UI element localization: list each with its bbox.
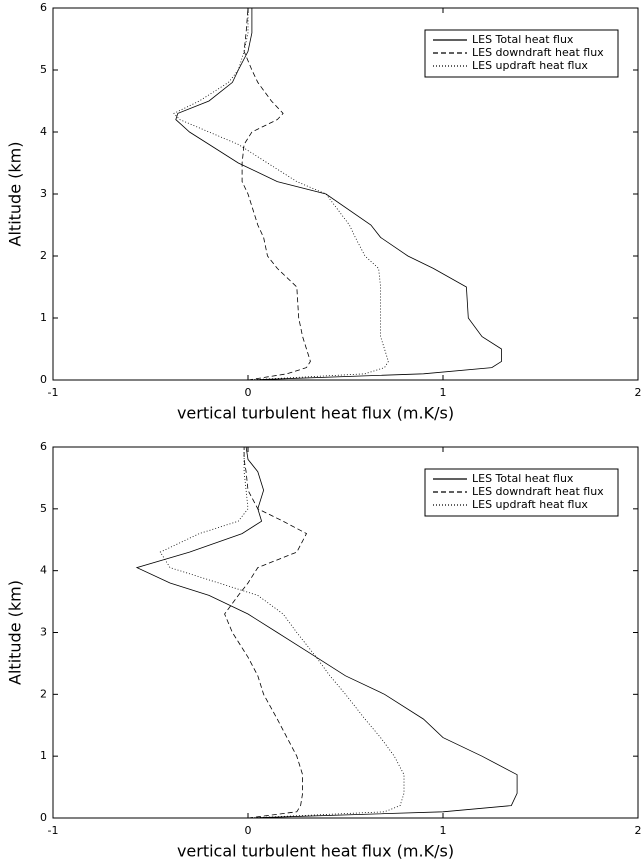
y-tick-label: 5 xyxy=(40,502,47,515)
y-tick-label: 1 xyxy=(40,311,47,324)
x-tick-label: 1 xyxy=(440,824,447,837)
x-tick-label: 0 xyxy=(245,824,252,837)
series-line xyxy=(135,446,518,819)
y-tick-label: 6 xyxy=(40,440,47,453)
y-tick-label: 5 xyxy=(40,63,47,76)
series-line xyxy=(241,7,311,381)
y-tick-label: 4 xyxy=(40,564,47,577)
y-tick-label: 6 xyxy=(40,1,47,14)
legend-label: LES Total heat flux xyxy=(472,472,574,485)
legend-label: LES updraft heat flux xyxy=(472,59,588,72)
y-tick-label: 3 xyxy=(40,187,47,200)
y-tick-label: 3 xyxy=(40,626,47,639)
series-line xyxy=(175,8,502,381)
series-line xyxy=(224,447,308,819)
y-axis-label: Altitude (km) xyxy=(6,142,25,247)
y-tick-label: 2 xyxy=(40,249,47,262)
legend-label: LES Total heat flux xyxy=(472,33,574,46)
y-tick-label: 2 xyxy=(40,687,47,700)
y-tick-label: 0 xyxy=(40,811,47,824)
y-tick-label: 0 xyxy=(40,373,47,386)
series-line xyxy=(173,8,389,381)
x-axis-label: vertical turbulent heat flux (m.K/s) xyxy=(177,842,454,861)
x-tick-label: -1 xyxy=(48,824,59,837)
x-axis-label: vertical turbulent heat flux (m.K/s) xyxy=(177,404,454,423)
x-tick-label: 1 xyxy=(440,386,447,399)
x-tick-label: 0 xyxy=(245,386,252,399)
series-line xyxy=(159,447,405,819)
y-tick-label: 4 xyxy=(40,125,47,138)
y-tick-label: 1 xyxy=(40,749,47,762)
legend-label: LES downdraft heat flux xyxy=(472,485,604,498)
x-tick-label: -1 xyxy=(48,386,59,399)
legend-label: LES downdraft heat flux xyxy=(472,46,604,59)
x-tick-label: 2 xyxy=(635,824,641,837)
y-axis-label: Altitude (km) xyxy=(6,580,25,685)
legend-label: LES updraft heat flux xyxy=(472,498,588,511)
x-tick-label: 2 xyxy=(635,386,641,399)
